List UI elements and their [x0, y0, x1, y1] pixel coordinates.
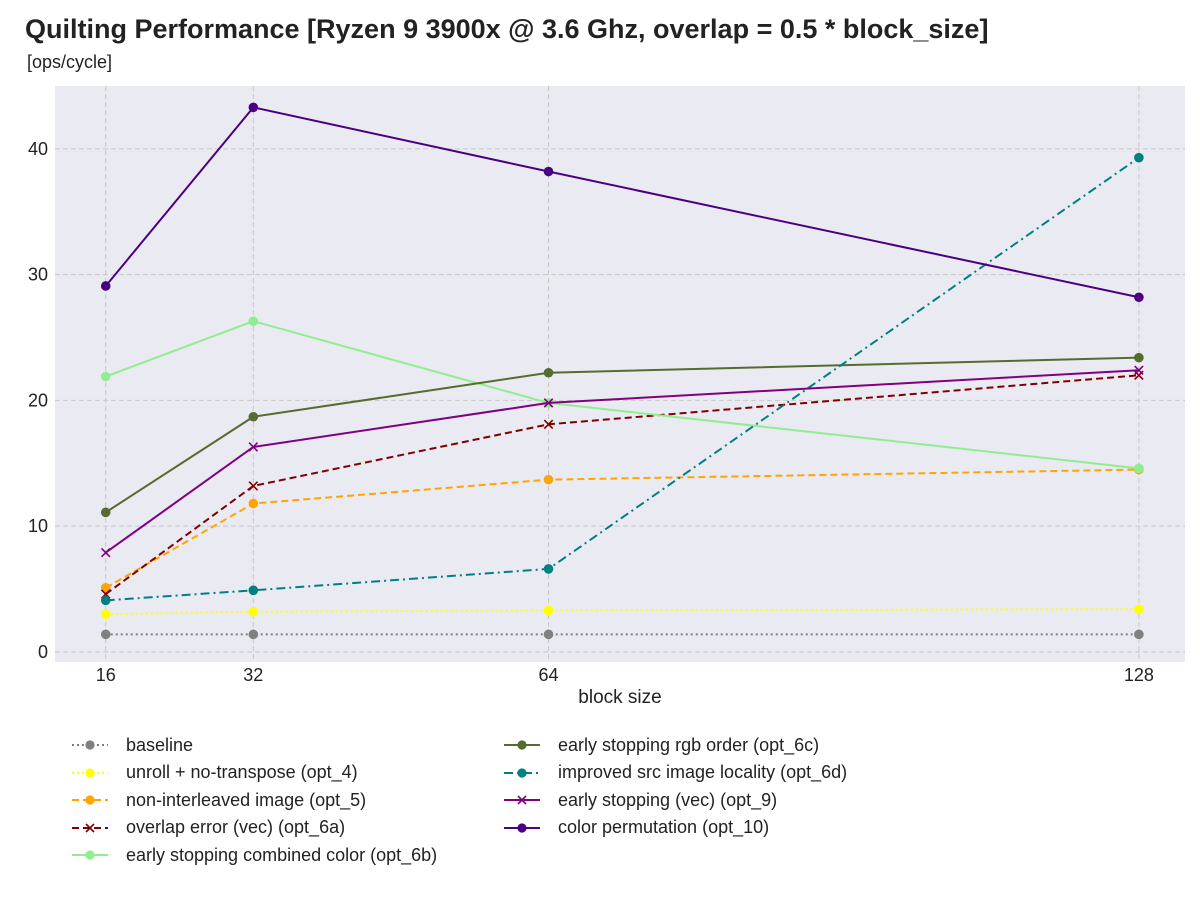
data-point — [543, 474, 554, 485]
x-axis-label: block size — [578, 687, 661, 708]
data-point — [1134, 352, 1144, 363]
data-point — [248, 102, 259, 113]
data-point — [1134, 292, 1144, 303]
legend-label: early stopping combined color (opt_6b) — [126, 844, 438, 865]
data-point — [543, 605, 554, 616]
series-line — [105, 608, 1139, 616]
legend-swatch — [504, 767, 540, 778]
legend-swatch — [504, 822, 540, 833]
data-point — [543, 166, 554, 177]
chart-title: Quilting Performance [Ryzen 9 3900x @ 3.… — [25, 14, 989, 44]
legend-swatch — [72, 795, 108, 805]
data-point — [100, 547, 111, 558]
legend-label: overlap error (vec) (opt_6a) — [126, 817, 346, 837]
series-line — [105, 356, 1139, 514]
legend-label: non-interleaved image (opt_5) — [126, 789, 367, 810]
y-tick-label: 40 — [28, 139, 48, 159]
data-point — [248, 585, 259, 596]
legend-item: color permutation (opt_10) — [502, 817, 769, 839]
data-point — [100, 371, 111, 382]
y-tick-label: 10 — [28, 516, 48, 536]
y-tick-label: 30 — [28, 265, 48, 285]
legend-label: improved src image locality (opt_6d) — [558, 762, 848, 782]
legend-swatch — [72, 767, 108, 778]
series-line — [105, 468, 1139, 589]
x-tick-label: 16 — [96, 665, 116, 685]
series-line — [105, 374, 1139, 595]
legend-marker — [517, 767, 527, 778]
legend-swatch — [504, 740, 540, 750]
data-point — [543, 367, 554, 378]
chart-subtitle: [ops/cycle] — [27, 52, 113, 72]
data-point — [1134, 604, 1144, 614]
data-point — [248, 629, 259, 640]
x-tick-label: 64 — [538, 665, 558, 685]
data-point — [100, 629, 111, 640]
x-tick-label: 128 — [1124, 665, 1154, 685]
legend-marker — [517, 795, 527, 805]
data-point — [100, 595, 111, 606]
legend-label: baseline — [126, 734, 194, 755]
series-6 — [100, 152, 1144, 606]
series-5 — [100, 352, 1144, 518]
series-1 — [100, 604, 1144, 620]
data-point — [248, 498, 259, 509]
legend-label: early stopping rgb order (opt_6c) — [558, 734, 820, 755]
series-line — [104, 106, 1140, 299]
data-point — [1134, 463, 1144, 474]
legend-item: early stopping (vec) (opt_9) — [502, 789, 777, 811]
data-point — [248, 606, 259, 617]
data-point — [248, 481, 259, 491]
series-layer — [100, 102, 1144, 640]
legend-marker — [85, 767, 95, 778]
legend-item: overlap error (vec) (opt_6a) — [70, 817, 345, 839]
legend-item: baseline — [70, 734, 193, 756]
legend-marker — [517, 740, 527, 750]
legend-label: color permutation (opt_10) — [558, 817, 770, 837]
plot-background — [55, 86, 1185, 662]
legend-marker — [85, 795, 95, 805]
legend-swatch — [72, 850, 108, 860]
legend-label: early stopping (vec) (opt_9) — [558, 789, 778, 810]
x-tick-label: 32 — [243, 665, 263, 685]
legend-marker — [517, 822, 527, 833]
tick-labels: 16 32 64 128 0 10 20 30 40 — [28, 139, 1154, 685]
series-8 — [100, 102, 1144, 303]
legend-marker — [85, 850, 95, 860]
legend-swatch — [72, 740, 108, 750]
legend-item: unroll + no-transpose (opt_4) — [70, 762, 358, 784]
series-line — [105, 369, 1139, 554]
legend-marker — [85, 740, 95, 750]
data-point — [100, 281, 111, 291]
series-0 — [100, 629, 1144, 640]
series-7 — [100, 365, 1144, 558]
data-point — [100, 609, 111, 620]
data-point — [100, 582, 111, 593]
chart-plot: 16 32 64 128 0 10 20 30 40 block size — [28, 86, 1185, 708]
data-point — [248, 442, 259, 452]
legend-item: non-interleaved image (opt_5) — [70, 789, 366, 811]
data-point — [100, 507, 111, 518]
data-point — [1134, 629, 1144, 640]
data-point — [543, 564, 554, 574]
legend-swatch — [504, 795, 540, 805]
data-point — [248, 316, 259, 326]
y-tick-label: 0 — [38, 642, 48, 662]
data-point — [543, 419, 554, 430]
data-point — [543, 398, 554, 408]
legend-item: early stopping combined color (opt_6b) — [70, 844, 437, 866]
data-point — [1134, 365, 1144, 375]
data-point — [1134, 152, 1144, 163]
legend-marker — [85, 822, 95, 833]
series-line — [105, 156, 1140, 602]
data-point — [543, 629, 554, 640]
legend-item: early stopping rgb order (opt_6c) — [502, 734, 819, 756]
legend-swatch — [72, 822, 108, 833]
legend-item: improved src image locality (opt_6d) — [502, 762, 847, 784]
legend-label: unroll + no-transpose (opt_4) — [126, 762, 358, 782]
legend: baseline unroll + no-transpose (opt_4)non… — [70, 732, 970, 882]
series-line — [105, 320, 1139, 470]
data-point — [248, 411, 259, 422]
y-tick-label: 20 — [28, 390, 48, 410]
